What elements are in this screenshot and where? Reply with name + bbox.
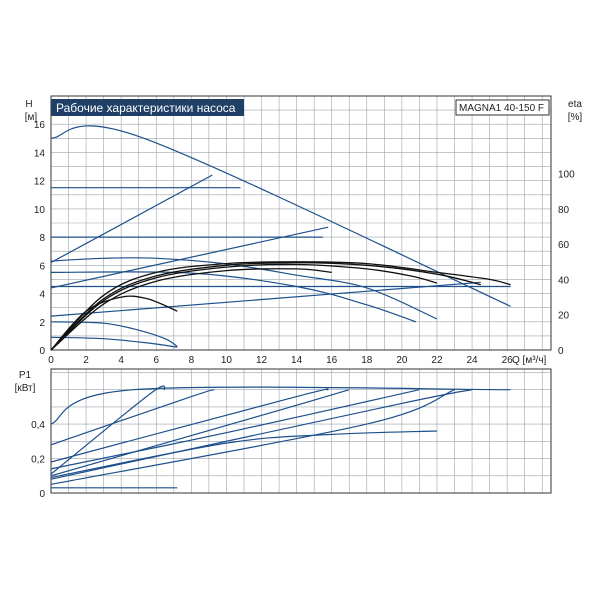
x-tick-label: 10 [221,355,233,366]
x-tick-label: 14 [291,355,303,366]
y2-tick-label: 20 [558,311,570,322]
head-grid [51,96,551,350]
y-tick-label: 4 [39,290,45,301]
x-tick-label: 16 [326,355,338,366]
y2-tick-label: 40 [558,275,570,286]
x-tick-label: 2 [83,355,89,366]
x-tick-label: 12 [256,355,268,366]
x-tick-label: 18 [361,355,373,366]
x-tick-label: 22 [431,355,443,366]
y-axis-label: H [25,99,32,110]
x-tick-label: 0 [48,355,54,366]
power-curve [50,388,329,463]
y2-tick-label: 80 [558,205,570,216]
title-background [51,99,244,116]
y-tick-label: 8 [39,233,45,244]
power-curve [50,389,420,470]
head-curve [50,321,178,348]
y-axis-unit: [м] [25,112,38,123]
y-tick-label: 0 [39,346,45,357]
power-curves [50,385,511,489]
power-curve [50,386,511,425]
y2-tick-label: 0 [558,346,564,357]
power-curve [50,389,215,446]
x-tick-label: 8 [189,355,195,366]
power-tick-label: 0,4 [31,420,45,431]
power-curve [50,389,455,485]
x-tick-label: 6 [153,355,159,366]
y2-tick-label: 100 [558,170,575,181]
efficiency-curve [50,295,178,351]
y2-axis-label: eta [568,99,582,110]
head-plot-frame [50,95,552,351]
power-tick-label: 0 [39,489,45,500]
y-tick-label: 16 [34,120,46,131]
x-tick-label: 20 [396,355,408,366]
power-curve [50,385,166,475]
head-curve [50,271,417,323]
x-axis-label: Q [м³/ч] [512,355,547,366]
efficiency-curve [50,261,511,351]
y2-axis-unit: [%] [568,112,583,123]
power-axis-unit: [кВт] [15,383,36,394]
x-tick-label: 24 [466,355,478,366]
x-tick-label: 26 [502,355,514,366]
model-box [455,99,550,116]
head-curves [50,125,511,351]
y-tick-label: 10 [34,205,46,216]
efficiency-curve [50,268,332,351]
power-curve [50,389,350,477]
head-curve [50,226,329,289]
y-tick-label: 2 [39,318,45,329]
power-axis-label: P1 [19,370,32,381]
efficiency-curve [50,263,438,351]
efficiency-curve [50,262,481,351]
power-plot-frame [50,368,552,494]
chart-title: Рабочие характеристики насоса [56,101,236,115]
head-curve [50,336,178,348]
power-tick-label: 0,2 [31,455,45,466]
y-tick-label: 6 [39,261,45,272]
y2-tick-label: 60 [558,240,570,251]
tick-labels: 0 2 4 6 8 10 12 14 16 18 20 22 24 2602468101214160204… [31,120,575,500]
x-tick-label: 4 [118,355,124,366]
head-curve [50,174,213,264]
y-tick-label: 12 [34,177,46,188]
head-curve [50,281,481,317]
power-curve [50,430,438,479]
model-label: MAGNA1 40-150 F [459,103,544,114]
y-tick-label: 14 [34,148,46,159]
power-curve [50,389,473,480]
